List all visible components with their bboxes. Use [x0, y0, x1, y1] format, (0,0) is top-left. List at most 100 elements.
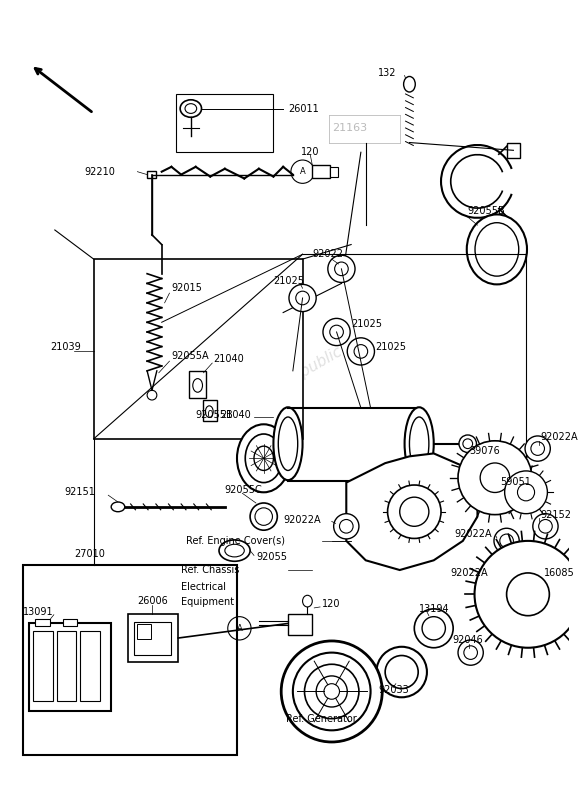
Circle shape [293, 653, 371, 730]
Bar [29, 623, 111, 711]
Ellipse shape [206, 406, 213, 418]
Bar [176, 94, 273, 152]
Text: 92055: 92055 [256, 552, 287, 562]
Ellipse shape [409, 417, 429, 470]
Circle shape [377, 646, 427, 698]
Ellipse shape [193, 378, 203, 392]
Text: 92046: 92046 [452, 635, 483, 645]
Text: PartsRepublic: PartsRepublic [248, 344, 346, 410]
Text: 92055B: 92055B [468, 206, 506, 215]
Text: Ref. Generator: Ref. Generator [286, 714, 357, 724]
Bar [62, 618, 77, 626]
Circle shape [250, 503, 277, 530]
Text: 39076: 39076 [470, 446, 500, 455]
Text: 92022A: 92022A [283, 514, 321, 525]
Bar [189, 371, 206, 398]
Bar [147, 170, 156, 178]
Circle shape [475, 541, 582, 648]
Circle shape [481, 569, 503, 590]
Circle shape [458, 441, 532, 514]
Text: 92022A: 92022A [450, 568, 488, 578]
Ellipse shape [404, 77, 415, 92]
Text: 26006: 26006 [137, 596, 168, 606]
Bar [288, 614, 312, 635]
Text: 92152: 92152 [541, 510, 572, 520]
Polygon shape [346, 454, 478, 570]
Circle shape [347, 338, 374, 365]
Ellipse shape [475, 222, 519, 276]
Bar [330, 167, 338, 177]
Text: 92055B: 92055B [196, 410, 234, 419]
Circle shape [385, 655, 418, 689]
Circle shape [323, 318, 350, 346]
Text: 16085: 16085 [544, 568, 574, 578]
Circle shape [354, 345, 368, 358]
Bar [134, 622, 172, 654]
Bar [312, 165, 330, 178]
Circle shape [335, 262, 348, 276]
Ellipse shape [111, 502, 125, 512]
Circle shape [255, 508, 273, 526]
Text: 59051: 59051 [500, 477, 531, 486]
Text: 120: 120 [301, 147, 319, 158]
Circle shape [422, 617, 446, 640]
Circle shape [517, 484, 534, 501]
Text: A: A [300, 167, 305, 176]
Text: Equipment: Equipment [181, 597, 234, 607]
Text: Electrical: Electrical [181, 582, 226, 591]
Text: 92015: 92015 [172, 283, 202, 294]
Ellipse shape [388, 485, 441, 538]
Text: 120: 120 [322, 599, 340, 609]
Ellipse shape [273, 407, 303, 480]
Ellipse shape [463, 439, 472, 449]
Text: 26011: 26011 [288, 103, 319, 114]
Text: 27010: 27010 [74, 549, 105, 558]
Circle shape [316, 676, 347, 707]
Text: 92210: 92210 [84, 166, 115, 177]
Text: 132: 132 [378, 67, 397, 78]
Circle shape [289, 284, 316, 311]
Ellipse shape [405, 407, 434, 480]
Ellipse shape [399, 497, 429, 526]
Text: 21039: 21039 [50, 342, 81, 351]
Circle shape [494, 528, 519, 554]
Circle shape [486, 574, 498, 586]
Text: 21025: 21025 [351, 319, 382, 330]
Text: 92022A: 92022A [454, 529, 492, 539]
Circle shape [304, 664, 359, 718]
Circle shape [281, 641, 383, 742]
Ellipse shape [185, 104, 197, 114]
Circle shape [330, 325, 343, 338]
Circle shape [533, 514, 558, 539]
Text: 92055A: 92055A [172, 351, 209, 362]
Circle shape [538, 519, 552, 533]
Text: 21025: 21025 [273, 277, 304, 286]
Bar [137, 625, 151, 639]
Text: Ref. Engine Cover(s): Ref. Engine Cover(s) [186, 536, 285, 546]
Bar [128, 614, 178, 662]
Text: 21040: 21040 [220, 410, 251, 419]
Ellipse shape [303, 595, 312, 607]
Bar [57, 631, 76, 701]
Ellipse shape [180, 100, 201, 118]
Circle shape [458, 640, 484, 666]
Ellipse shape [245, 434, 282, 482]
Text: 21163: 21163 [332, 123, 367, 133]
Circle shape [328, 255, 355, 282]
Bar [23, 565, 237, 754]
Circle shape [505, 471, 547, 514]
Text: Ref. Chassis: Ref. Chassis [181, 565, 239, 575]
Text: A: A [237, 624, 242, 633]
Bar [203, 400, 217, 422]
Circle shape [531, 442, 544, 455]
Ellipse shape [279, 417, 298, 470]
Text: 13194: 13194 [419, 604, 450, 614]
Text: 92022: 92022 [312, 250, 343, 259]
Text: 21025: 21025 [376, 342, 406, 351]
Circle shape [500, 534, 513, 548]
Circle shape [333, 514, 359, 539]
Circle shape [525, 436, 550, 462]
Bar [93, 259, 303, 439]
Bar [80, 631, 99, 701]
Text: 13091: 13091 [23, 606, 53, 617]
